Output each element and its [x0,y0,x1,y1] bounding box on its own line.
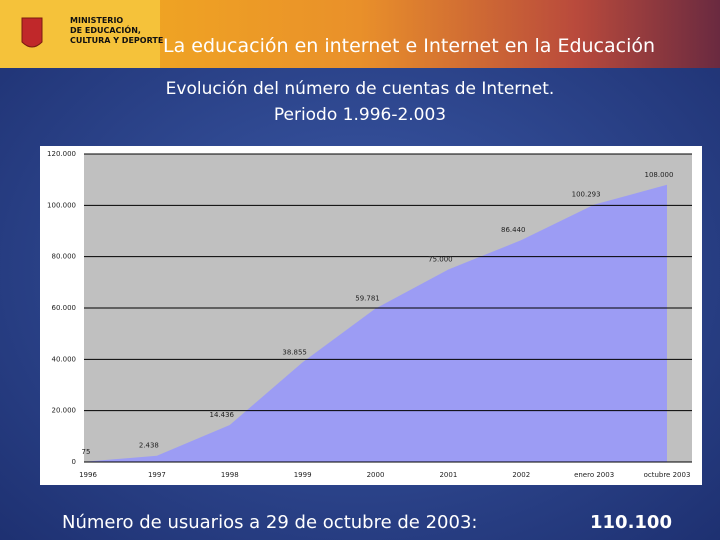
y-tick-label: 40.000 [52,355,77,363]
x-tick-label: 2001 [439,471,457,479]
x-tick-label: 1996 [79,471,97,479]
x-tick-label: 1998 [221,471,239,479]
banner-title: La educación en internet e Internet en l… [163,35,655,57]
ministry-line: MINISTERIO [70,16,123,25]
footer-text: Número de usuarios a 29 de octubre de 20… [62,512,477,533]
x-tick-label: 1999 [294,471,312,479]
y-tick-label: 60.000 [52,304,77,312]
value-label: 14.436 [210,411,235,419]
y-tick-label: 20.000 [52,407,77,415]
coat-of-arms [21,17,43,48]
value-label: 59.781 [355,295,380,303]
slide-title: Periodo 1.996-2.003 [274,105,446,125]
ministry-line: DE EDUCACIÓN, [70,24,141,35]
x-tick-label: 1997 [148,471,166,479]
value-label: 2.438 [139,442,159,450]
value-label: 108.000 [645,171,674,179]
footer-value: 110.100 [590,512,672,533]
x-tick-label: 2000 [367,471,385,479]
value-label: 86.440 [501,226,526,234]
y-tick-label: 100.000 [47,201,76,209]
y-tick-label: 0 [72,458,76,466]
value-label: 100.293 [572,191,601,199]
x-tick-label: 2002 [512,471,530,479]
value-label: 38.855 [282,348,307,356]
value-label: 75 [82,448,91,456]
y-tick-label: 120.000 [47,150,76,158]
area [84,184,667,463]
y-tick-label: 80.000 [52,253,77,261]
x-tick-label: enero 2003 [574,471,614,479]
value-label: 75.000 [428,256,453,264]
ministry-line: CULTURA Y DEPORTE [70,36,163,45]
x-tick-label: octubre 2003 [644,471,691,479]
slide-title: Evolución del número de cuentas de Inter… [166,79,555,99]
